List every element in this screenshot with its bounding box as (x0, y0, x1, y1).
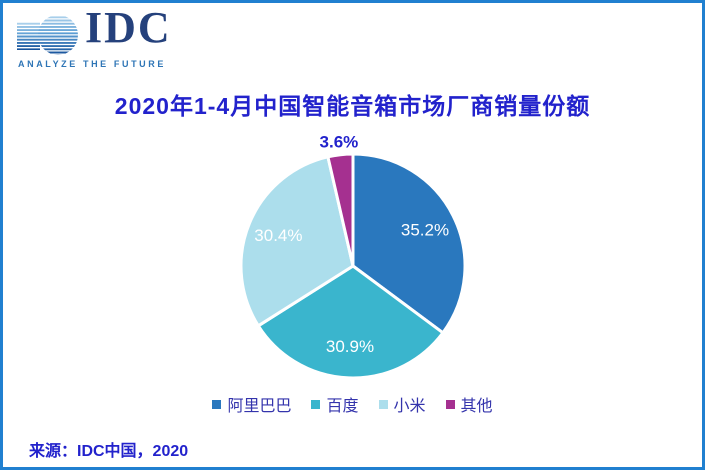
idc-globe-icon (17, 11, 81, 58)
pie-slice-小米 (239, 155, 355, 328)
pie-label-阿里巴巴: 35.2% (401, 220, 449, 239)
pie-chart: 35.2% 30.9% 30.4% 3.6% (239, 132, 467, 380)
pie-slice-百度 (256, 264, 445, 380)
legend-item-百度: 百度 (311, 392, 359, 416)
legend-label: 其他 (460, 398, 493, 415)
legend-swatch-icon (212, 399, 222, 409)
pie-slice-其他 (326, 152, 355, 268)
legend-swatch-icon (445, 399, 455, 409)
legend-label: 百度 (326, 398, 359, 415)
pie-label-百度: 30.9% (326, 337, 374, 356)
pie-label-小米: 30.4% (254, 226, 302, 245)
legend-item-阿里巴巴: 阿里巴巴 (212, 392, 291, 416)
legend-label: 阿里巴巴 (227, 398, 292, 415)
legend-item-小米: 小米 (378, 392, 426, 416)
legend-swatch-icon (311, 399, 321, 409)
pie-label-其他: 3.6% (320, 132, 359, 151)
legend-swatch-icon (378, 399, 388, 409)
idc-tagline: ANALYZE THE FUTURE (18, 59, 166, 69)
chart-title: 2020年1-4月中国智能音箱市场厂商销量份额 (114, 93, 591, 119)
legend-label: 小米 (393, 398, 426, 415)
chart-legend: 阿里巴巴 百度 小米 其他 (3, 392, 702, 416)
legend-item-其他: 其他 (445, 392, 493, 416)
idc-logo-text: IDC (85, 3, 172, 52)
source-note: 来源：IDC中国，2020 (29, 443, 189, 460)
pie-slice-阿里巴巴 (351, 152, 467, 335)
idc-logo: IDC ANALYZE THE FUTURE (17, 3, 197, 69)
